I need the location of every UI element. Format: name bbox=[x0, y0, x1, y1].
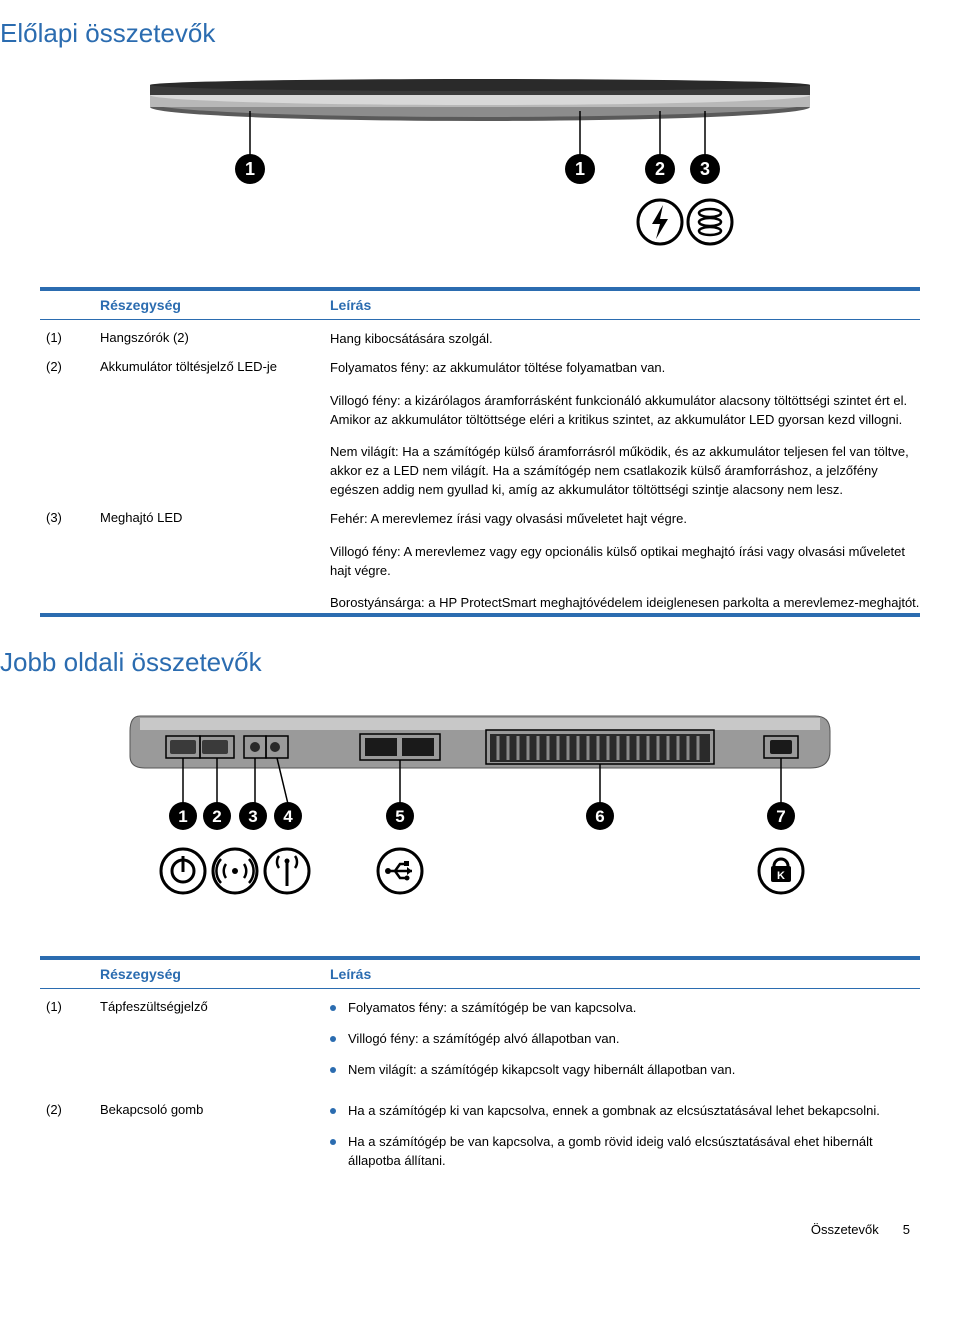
svg-text:2: 2 bbox=[655, 159, 665, 179]
svg-text:K: K bbox=[777, 870, 785, 882]
svg-text:1: 1 bbox=[245, 159, 255, 179]
svg-text:3: 3 bbox=[700, 159, 710, 179]
svg-text:6: 6 bbox=[595, 807, 604, 826]
right-side-figure: 1 2 3 4 5 6 7 bbox=[40, 696, 920, 926]
table-header-description: Leírás bbox=[330, 297, 920, 313]
front-components-table: Részegység Leírás (1) Hangszórók (2) Han… bbox=[40, 287, 920, 617]
footer-label: Összetevők bbox=[811, 1222, 879, 1237]
right-side-table: Részegység Leírás (1) Tápfeszültségjelző… bbox=[40, 956, 920, 1182]
drive-stack-icon bbox=[688, 200, 732, 244]
usb-icon bbox=[378, 849, 422, 893]
callout-2: 2 bbox=[645, 154, 675, 184]
front-view-figure: 1 1 2 3 bbox=[40, 67, 920, 257]
lightning-icon bbox=[638, 200, 682, 244]
table-row: (2) Akkumulátor töltésjelző LED-je Folya… bbox=[40, 349, 920, 500]
svg-text:2: 2 bbox=[212, 807, 221, 826]
svg-text:1: 1 bbox=[178, 807, 187, 826]
front-components-heading: Előlapi összetevők bbox=[0, 18, 920, 49]
lock-k-icon: K bbox=[759, 849, 803, 893]
svg-text:4: 4 bbox=[283, 807, 293, 826]
table-row: (2) Bekapcsoló gomb Ha a számítógép ki v… bbox=[40, 1092, 920, 1183]
right-side-heading: Jobb oldali összetevők bbox=[0, 647, 920, 678]
wireless-antenna-icon bbox=[265, 849, 309, 893]
table-row: (3) Meghajtó LED Fehér: A merevlemez írá… bbox=[40, 500, 920, 613]
wireless-dot-icon bbox=[213, 849, 257, 893]
callout-1a: 1 bbox=[235, 154, 265, 184]
page-number: 5 bbox=[903, 1222, 910, 1237]
table-row: (1) Tápfeszültségjelző Folyamatos fény: … bbox=[40, 989, 920, 1092]
callout-3: 3 bbox=[690, 154, 720, 184]
svg-text:3: 3 bbox=[248, 807, 257, 826]
svg-text:7: 7 bbox=[776, 807, 785, 826]
table-header-component: Részegység bbox=[100, 297, 330, 313]
power-icon bbox=[161, 849, 205, 893]
page-footer: Összetevők 5 bbox=[40, 1222, 920, 1237]
callout-1b: 1 bbox=[565, 154, 595, 184]
svg-text:1: 1 bbox=[575, 159, 585, 179]
table-row: (1) Hangszórók (2) Hang kibocsátására sz… bbox=[40, 320, 920, 349]
svg-text:5: 5 bbox=[395, 807, 404, 826]
table-header-component: Részegység bbox=[100, 966, 330, 982]
table-header-description: Leírás bbox=[330, 966, 920, 982]
